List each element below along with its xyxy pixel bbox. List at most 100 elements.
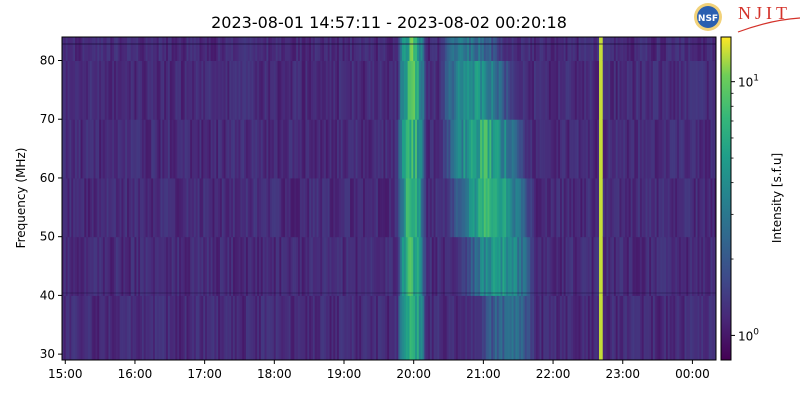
heatmap-cell [582, 60, 585, 120]
heatmap-cell [186, 236, 189, 296]
heatmap-cell [160, 37, 163, 61]
heatmap-cell [361, 60, 364, 120]
heatmap-cell [290, 177, 293, 238]
heatmap-cell [697, 37, 700, 61]
heatmap-cell [322, 295, 325, 360]
heatmap-cell [199, 236, 202, 296]
heatmap-cell [526, 37, 529, 61]
heatmap-cell [275, 177, 279, 238]
heatmap-cell [188, 37, 191, 61]
heatmap-cell [697, 60, 700, 120]
heatmap-cell [340, 37, 344, 61]
heatmap-cell [138, 37, 141, 61]
x-tick-label: 17:00 [187, 367, 222, 381]
heatmap-cell [701, 60, 704, 120]
heatmap-cell [418, 295, 422, 360]
heatmap-cell [145, 37, 148, 61]
heatmap-cell [578, 236, 581, 296]
heatmap-cell [390, 119, 394, 179]
heatmap-cell [258, 60, 262, 120]
heatmap-cell [701, 177, 704, 238]
heatmap-cell [385, 60, 388, 120]
heatmap-cell [136, 37, 139, 61]
heatmap-cell [632, 236, 635, 296]
heatmap-cell [615, 236, 619, 296]
heatmap-cell [524, 60, 528, 120]
heatmap-cell [102, 37, 106, 61]
heatmap-cell [273, 60, 277, 120]
heatmap-cell [225, 177, 228, 238]
heatmap-cell [359, 295, 362, 360]
heatmap-cell [385, 177, 388, 238]
heatmap-cell [517, 236, 520, 296]
heatmap-cell [420, 119, 423, 179]
heatmap-cell [493, 119, 496, 179]
heatmap-cell [219, 295, 223, 360]
heatmap-cell [394, 119, 397, 179]
heatmap-cell [127, 60, 130, 120]
heatmap-cell [433, 177, 437, 238]
heatmap-cell [132, 119, 135, 179]
heatmap-cell [535, 295, 539, 360]
heatmap-cell [580, 119, 583, 179]
heatmap-cell [710, 177, 713, 238]
heatmap-cell [483, 60, 487, 120]
heatmap-cell [675, 236, 678, 296]
heatmap-cell [95, 119, 98, 179]
heatmap-cell [205, 119, 208, 179]
heatmap-cell [517, 295, 520, 360]
heatmap-cell [123, 177, 126, 238]
heatmap-cell [500, 236, 503, 296]
heatmap-cell [258, 177, 262, 238]
heatmap-cell [182, 37, 186, 61]
heatmap-cell [149, 119, 152, 179]
heatmap-cell [595, 60, 598, 120]
heatmap-cell [500, 295, 503, 360]
heatmap-cell [229, 37, 232, 61]
heatmap-cell [398, 119, 401, 179]
heatmap-cell [229, 60, 232, 120]
heatmap-cell [236, 37, 240, 61]
heatmap-cell [335, 236, 338, 296]
heatmap-cell [517, 37, 520, 61]
heatmap-cell [429, 177, 433, 238]
heatmap-cell [665, 177, 669, 238]
heatmap-cell [691, 295, 695, 360]
heatmap-cell [342, 295, 345, 360]
heatmap-cell [372, 60, 375, 120]
heatmap-cell [242, 37, 245, 61]
heatmap-cell [413, 177, 416, 238]
heatmap-cell [465, 37, 468, 61]
heatmap-cell [647, 119, 650, 179]
heatmap-cell [251, 295, 254, 360]
heatmap-cell [669, 177, 672, 238]
heatmap-cell [699, 177, 702, 238]
heatmap-cell [645, 295, 648, 360]
heatmap-cell [270, 177, 273, 238]
heatmap-cell [134, 119, 137, 179]
heatmap-cell [203, 119, 206, 179]
heatmap-cell [476, 177, 479, 238]
heatmap-cell [296, 177, 299, 238]
heatmap-cell [548, 236, 552, 296]
heatmap-cell [251, 60, 254, 120]
heatmap-cell [262, 295, 266, 360]
heatmap-cell [251, 236, 254, 296]
heatmap-cell [138, 236, 141, 296]
heatmap-cell [346, 60, 349, 120]
heatmap-cell [671, 295, 674, 360]
heatmap-cell [669, 295, 672, 360]
heatmap-cell [424, 295, 427, 360]
heatmap-cell [411, 236, 414, 296]
heatmap-cell [338, 236, 342, 296]
heatmap-cell [483, 37, 487, 61]
heatmap-cell [225, 295, 228, 360]
heatmap-cell [418, 236, 422, 296]
heatmap-cell [580, 236, 583, 296]
heatmap-cell [214, 295, 217, 360]
heatmap-cell [682, 60, 686, 120]
heatmap-cell [600, 236, 604, 296]
heatmap-cell [630, 37, 633, 61]
heatmap-cell [119, 177, 122, 238]
